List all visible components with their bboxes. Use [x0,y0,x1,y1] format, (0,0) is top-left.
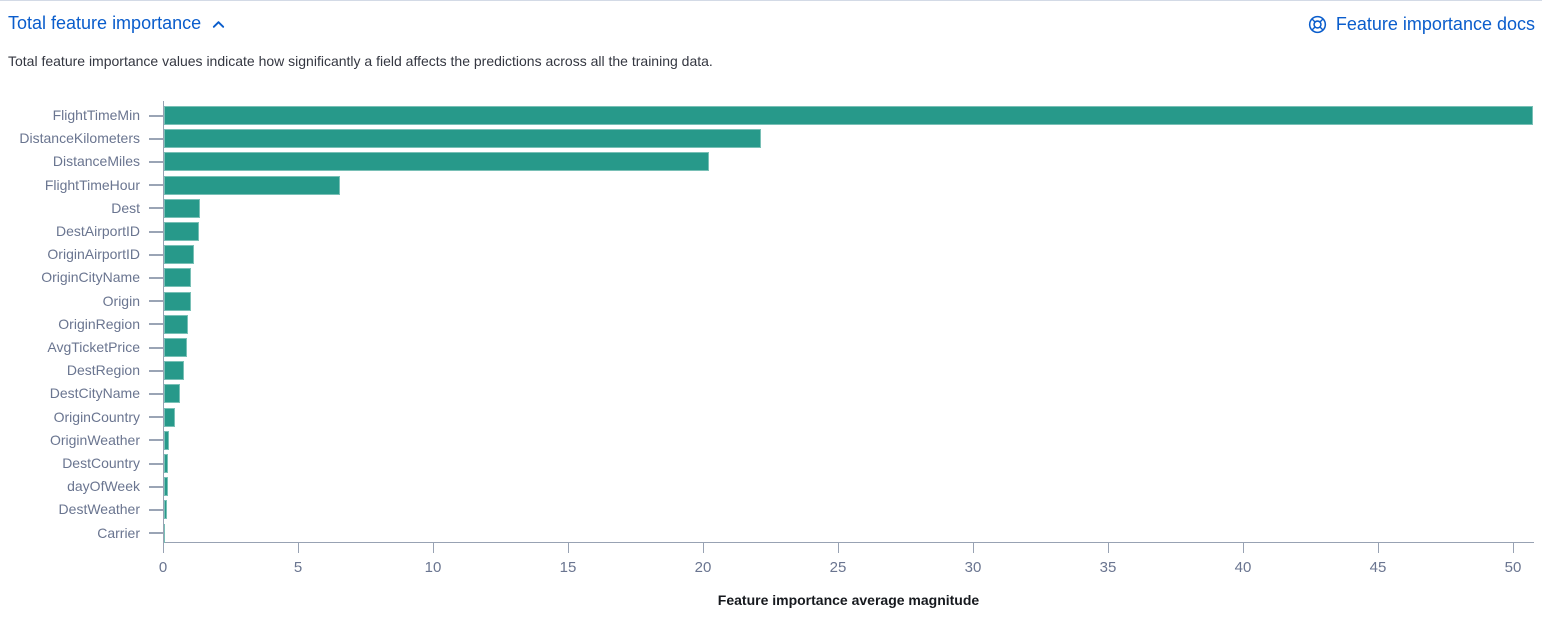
x-axis-tick-label: 0 [158,559,168,576]
y-axis-tick [149,346,163,349]
y-axis-tick [149,230,163,233]
panel-title: Total feature importance [8,13,202,33]
feature-importance-docs-link[interactable]: Feature importance docs [1308,14,1535,35]
x-axis-tick-label: 5 [293,559,303,576]
y-axis-label: Dest [111,199,140,216]
y-axis-tick [149,137,163,140]
chart-bar[interactable] [164,175,340,195]
x-axis-tick [433,542,434,553]
y-axis-label: OriginCityName [41,269,140,286]
chart-bar[interactable] [164,268,191,288]
x-axis-tick [1378,542,1379,553]
x-axis-tick-label: 10 [424,559,442,576]
panel-description: Total feature importance values indicate… [8,53,713,69]
x-axis-tick [568,542,569,553]
chart-bar[interactable] [164,198,201,218]
x-axis-tick-label: 20 [694,559,712,576]
y-axis-tick [149,207,163,210]
x-axis-tick [298,542,299,553]
y-axis-tick [149,439,163,442]
chart-bar[interactable] [164,338,187,357]
chart-bar[interactable] [164,384,181,404]
y-axis-tick [149,323,163,326]
x-axis-tick-label: 45 [1369,559,1387,576]
y-axis-tick [149,160,163,163]
x-axis-tick [703,542,704,553]
y-axis-label: OriginAirportID [47,246,140,263]
chart-bar[interactable] [164,407,175,427]
x-axis-tick-label: 40 [1234,559,1252,576]
x-axis-line [163,542,1534,543]
y-axis-label: Origin [102,292,140,309]
docs-link-label: Feature importance docs [1335,14,1535,34]
x-axis-tick-label: 25 [829,559,847,576]
chart-bar[interactable] [164,430,170,450]
y-axis-tick [149,184,163,187]
chart-bar[interactable] [164,291,191,311]
y-axis-tick [149,532,163,535]
y-axis-label: AvgTicketPrice [47,339,140,355]
y-axis-tick [149,114,163,117]
x-axis-tick [1108,542,1109,553]
y-axis-label: dayOfWeek [67,478,140,495]
x-axis-tick-label: 35 [1099,559,1117,576]
y-axis-label: DestRegion [66,362,140,379]
y-axis-tick [149,276,163,279]
y-axis-label: OriginRegion [58,315,140,332]
y-axis-label: OriginWeather [49,431,140,448]
y-axis-label: DestCountry [62,455,140,471]
x-axis-tick-label: 50 [1504,559,1522,576]
chart-bar[interactable] [164,129,761,149]
chart-bar[interactable] [164,152,710,172]
y-axis-tick [149,300,163,303]
y-axis-tick [149,462,163,465]
x-axis-tick [838,542,839,553]
chart-bar[interactable] [164,454,169,473]
total-feature-importance-toggle[interactable]: Total feature importance [8,13,226,34]
x-axis-title: Feature importance average magnitude [717,592,980,608]
y-axis-label: FlightTimeHour [44,176,140,193]
x-axis-tick [1243,542,1244,553]
chart-bar[interactable] [164,477,169,497]
y-axis-label: DistanceKilometers [19,130,140,147]
x-axis-tick [1513,542,1514,553]
y-axis-label: DistanceMiles [52,153,140,170]
chart-bar[interactable] [164,245,194,265]
chart-bar[interactable] [164,106,1533,125]
feature-importance-chart: FlightTimeMin DistanceKilometers DistanceM… [0,96,1542,619]
y-axis-tick [149,485,163,488]
y-axis-tick [149,392,163,395]
chart-bar[interactable] [164,361,185,381]
x-axis-tick-label: 30 [964,559,982,576]
x-axis-tick [163,542,164,553]
docs-lifering-icon [1308,15,1327,34]
x-axis-tick-label: 15 [559,559,577,576]
y-axis-tick [149,253,163,256]
chart-bar[interactable] [164,523,166,543]
y-axis-label: DestAirportID [55,223,140,239]
y-axis-line [163,101,164,543]
chart-bar[interactable] [164,500,167,520]
x-axis-tick [973,542,974,553]
chart-bar[interactable] [164,314,189,334]
y-axis-tick [149,508,163,511]
y-axis-label: DestCityName [49,385,140,402]
y-axis-label: Carrier [97,524,140,541]
chart-bar[interactable] [164,222,200,241]
y-axis-label: FlightTimeMin [52,107,140,123]
chevron-up-icon [211,15,226,32]
y-axis-label: DestWeather [58,501,140,518]
y-axis-tick [149,369,163,372]
y-axis-tick [149,416,163,419]
y-axis-label: OriginCountry [53,408,140,425]
